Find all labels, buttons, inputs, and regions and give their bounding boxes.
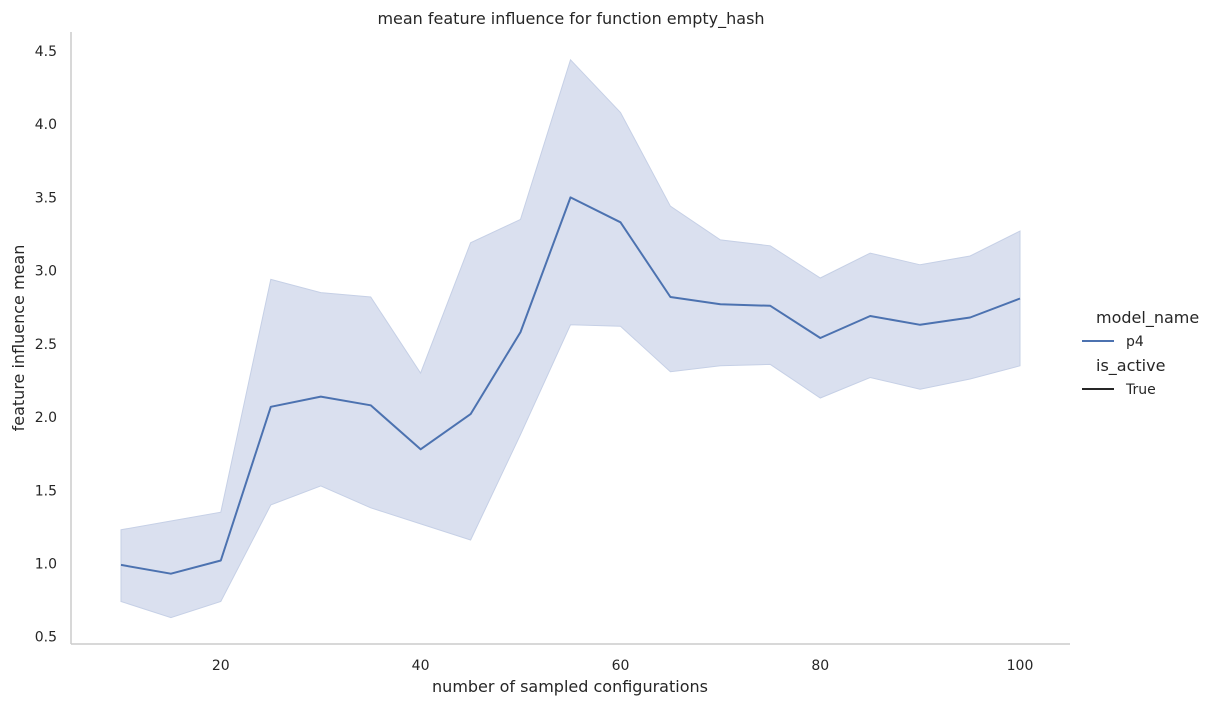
- y-tick-label: 0.5: [35, 630, 57, 646]
- y-tick-label: 2.5: [35, 337, 57, 353]
- y-tick-label: 1.5: [35, 483, 57, 499]
- y-tick-label: 4.0: [35, 117, 57, 133]
- x-tick-labels: 20 40 60 80 100: [212, 658, 1033, 674]
- x-tick-label: 40: [412, 658, 430, 674]
- legend-style-title: is_active: [1096, 356, 1165, 376]
- x-tick-label: 100: [1007, 658, 1034, 674]
- x-axis-label: number of sampled configurations: [432, 677, 708, 696]
- y-tick-label: 3.5: [35, 190, 57, 206]
- chart-title: mean feature influence for function empt…: [377, 9, 764, 29]
- y-tick-labels: 0.5 1.0 1.5 2.0 2.5 3.0 3.5 4.0 4.5: [35, 44, 57, 646]
- legend-hue-label: p4: [1126, 334, 1144, 350]
- x-tick-label: 20: [212, 658, 230, 674]
- series-line-p4: [120, 196, 1021, 575]
- x-tick-label: 60: [612, 658, 630, 674]
- y-tick-label: 4.5: [35, 44, 57, 60]
- y-tick-label: 3.0: [35, 264, 57, 280]
- y-axis-label: feature influence mean: [9, 245, 28, 432]
- confidence-band: [120, 58, 1021, 619]
- legend: model_name p4 is_active True: [1082, 308, 1199, 398]
- series-line-layer: [120, 196, 1021, 575]
- confidence-band-layer: [120, 58, 1021, 619]
- legend-hue-title: model_name: [1096, 308, 1199, 328]
- y-tick-label: 1.0: [35, 557, 57, 573]
- x-tick-label: 80: [811, 658, 829, 674]
- legend-style-label: True: [1125, 382, 1156, 398]
- y-tick-label: 2.0: [35, 410, 57, 426]
